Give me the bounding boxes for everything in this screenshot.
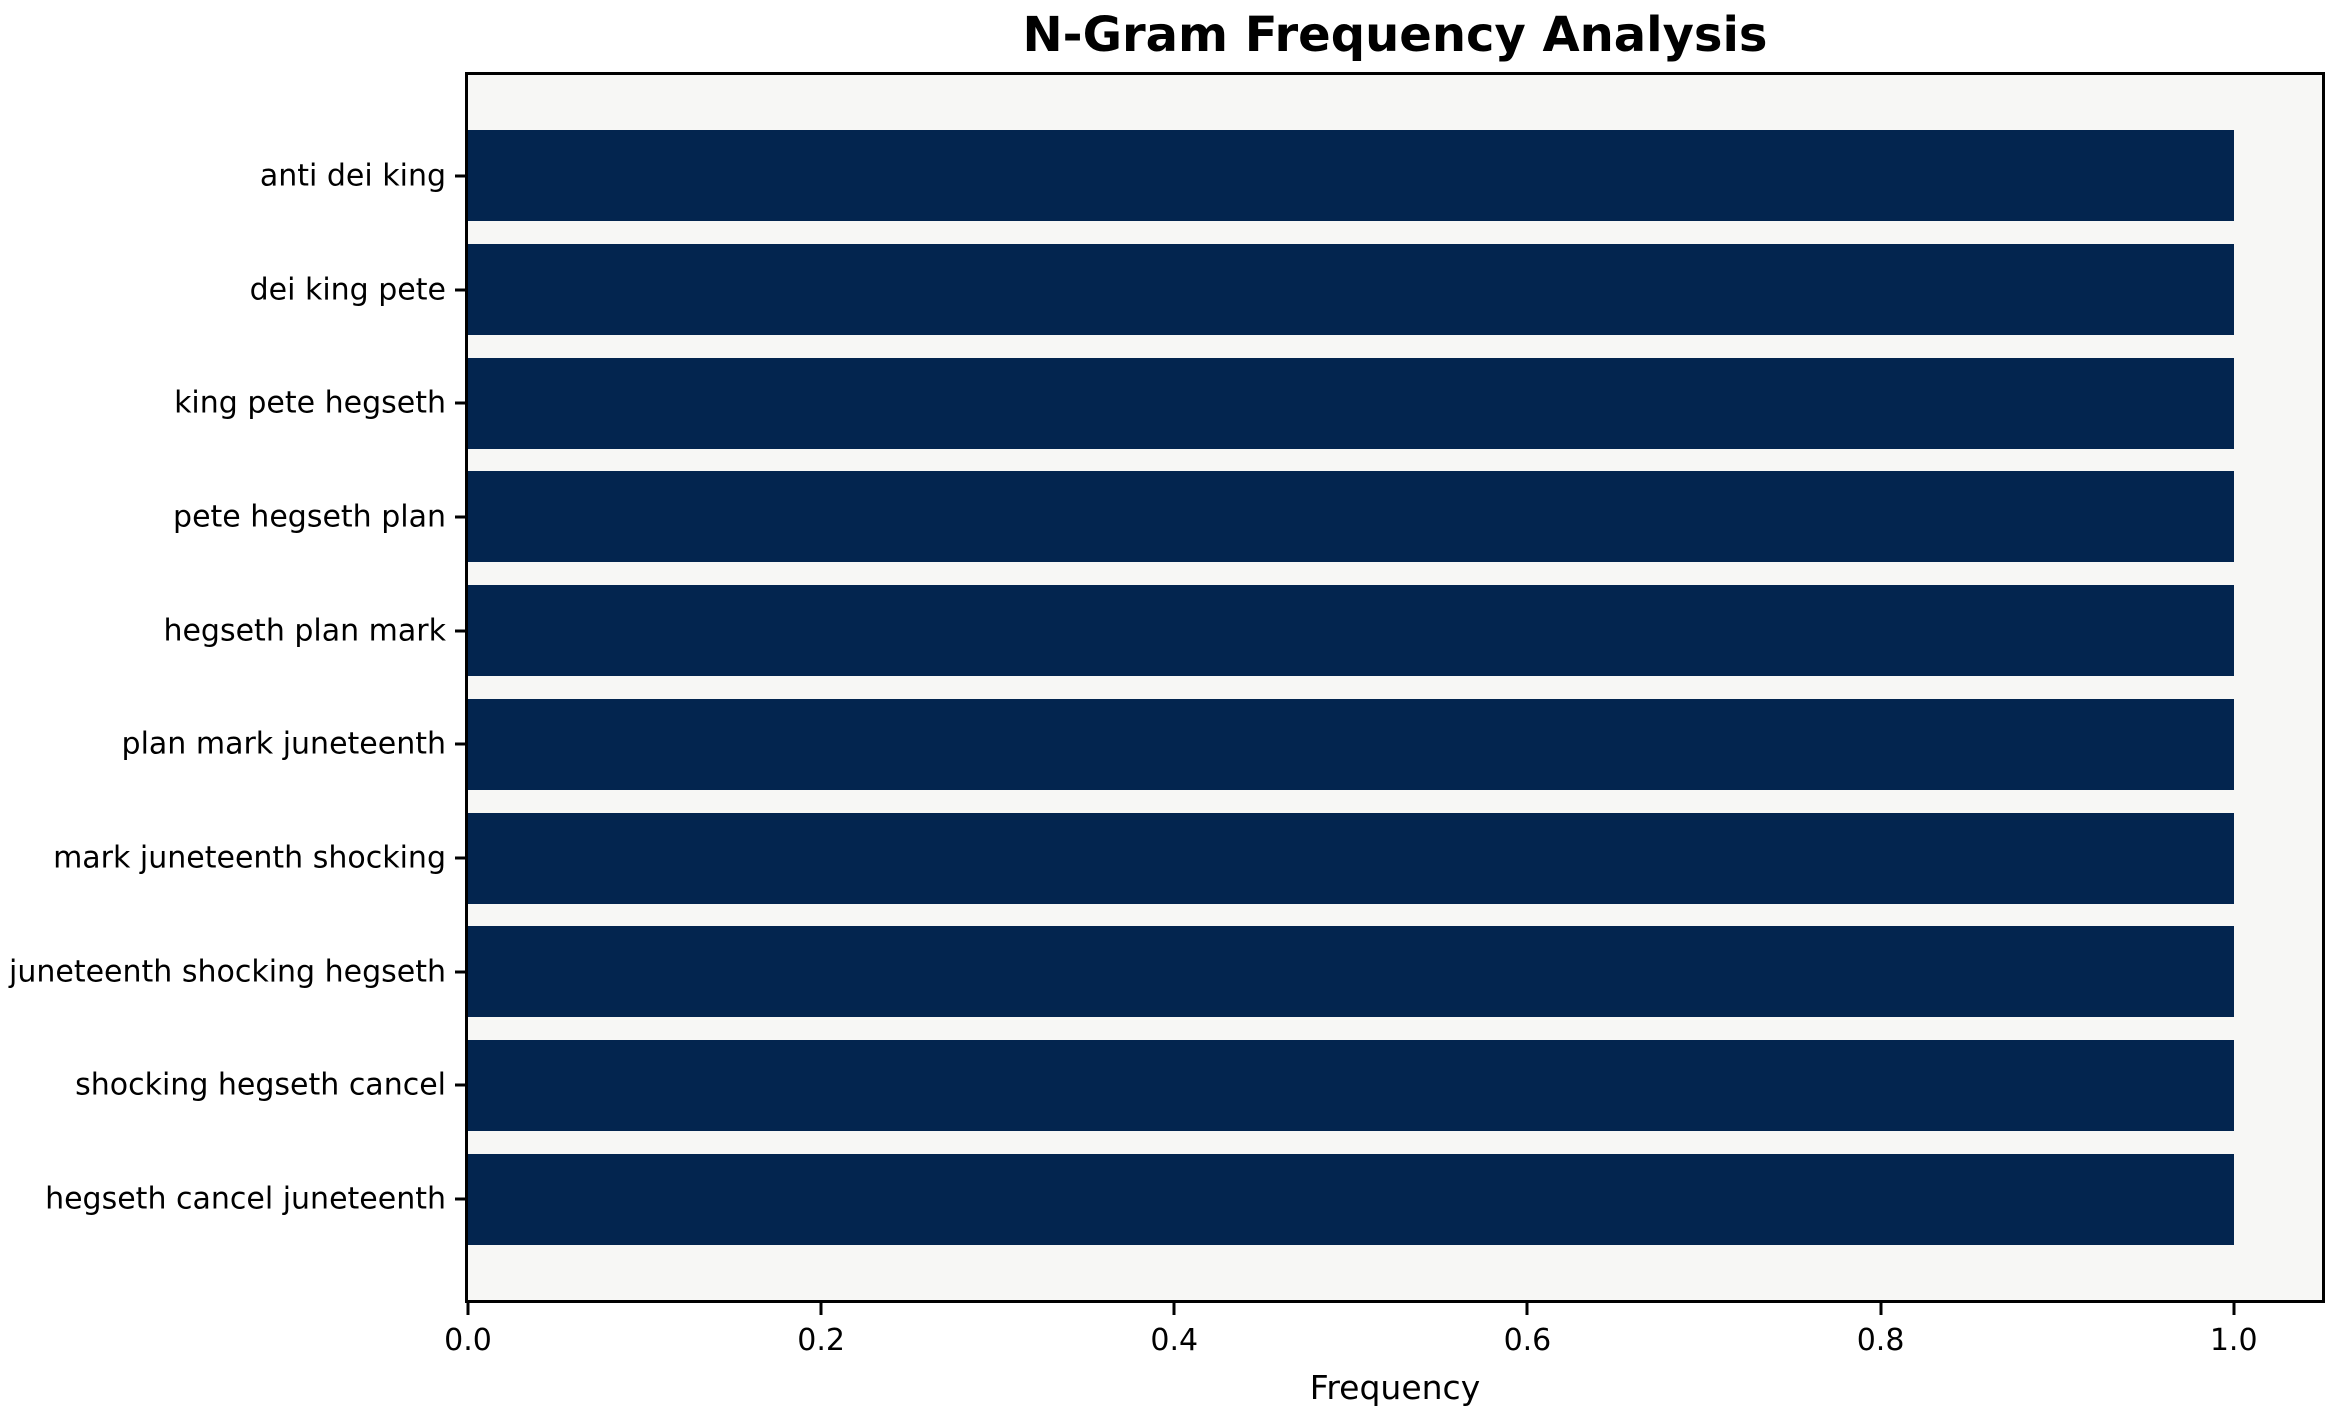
bar (468, 471, 2234, 563)
y-tick-label: shocking hegseth cancel (75, 1067, 446, 1103)
x-tick-mark (1525, 1303, 1529, 1315)
bar (468, 698, 2234, 790)
x-tick-label: 0.8 (1856, 1323, 1905, 1358)
chart-row: dei king pete (250, 233, 2322, 347)
bar (468, 585, 2234, 677)
bar (468, 357, 2234, 449)
chart-row: king pete hegseth (174, 346, 2322, 460)
y-tick-mark (455, 401, 465, 405)
y-tick-mark (455, 970, 465, 974)
x-tick-label: 0.2 (797, 1323, 845, 1358)
y-tick-mark (455, 629, 465, 633)
y-tick-label: hegseth plan mark (163, 613, 446, 649)
chart-title: N-Gram Frequency Analysis (1022, 7, 1768, 63)
y-tick-label: mark juneteenth shocking (53, 840, 446, 876)
y-tick-mark (455, 288, 465, 292)
y-tick-label: pete hegseth plan (173, 499, 446, 535)
y-tick-mark (455, 742, 465, 746)
x-tick-mark (466, 1303, 470, 1315)
x-tick-label: 0.4 (1150, 1323, 1199, 1358)
x-axis-ticks: 0.0 0.2 0.4 0.6 0.8 1.0 (444, 1303, 2322, 1373)
y-tick-mark (455, 515, 465, 519)
x-tick-mark (1172, 1303, 1176, 1315)
chart-row: plan mark juneteenth (122, 688, 2322, 802)
y-tick-label: plan mark juneteenth (121, 726, 446, 762)
bar (468, 1153, 2234, 1245)
chart-row: mark juneteenth shocking (53, 801, 2322, 915)
chart-row: pete hegseth plan (173, 460, 2322, 574)
y-tick-label: dei king pete (249, 272, 446, 308)
y-tick-mark (455, 1197, 465, 1201)
bar (468, 812, 2234, 904)
bar (468, 1039, 2234, 1131)
x-tick-mark (1879, 1303, 1883, 1315)
chart-row: shocking hegseth cancel (75, 1029, 2322, 1143)
chart-row: hegseth plan mark (163, 574, 2322, 688)
x-tick-mark (819, 1303, 823, 1315)
y-tick-mark (455, 1083, 465, 1087)
bar (468, 244, 2234, 336)
bar (468, 926, 2234, 1018)
chart-row: hegseth cancel juneteenth (45, 1142, 2322, 1256)
x-tick-mark (2232, 1303, 2236, 1315)
x-tick-label: 0.0 (444, 1323, 492, 1358)
chart-row: juneteenth shocking hegseth (9, 915, 2322, 1029)
y-tick-label: anti dei king (259, 158, 446, 194)
bars-container: anti dei king dei king pete king pete hegs… (9, 75, 2322, 1300)
y-tick-label: juneteenth shocking hegseth (9, 954, 446, 990)
x-axis-label: Frequency (1309, 1368, 1481, 1407)
chart-row: anti dei king (260, 119, 2322, 233)
bar (468, 130, 2234, 222)
y-tick-label: hegseth cancel juneteenth (45, 1181, 446, 1217)
y-tick-label: king pete hegseth (174, 385, 446, 421)
x-tick-label: 1.0 (2209, 1323, 2258, 1358)
y-tick-mark (455, 856, 465, 860)
x-tick-label: 0.6 (1503, 1323, 1552, 1358)
y-tick-mark (455, 174, 465, 178)
